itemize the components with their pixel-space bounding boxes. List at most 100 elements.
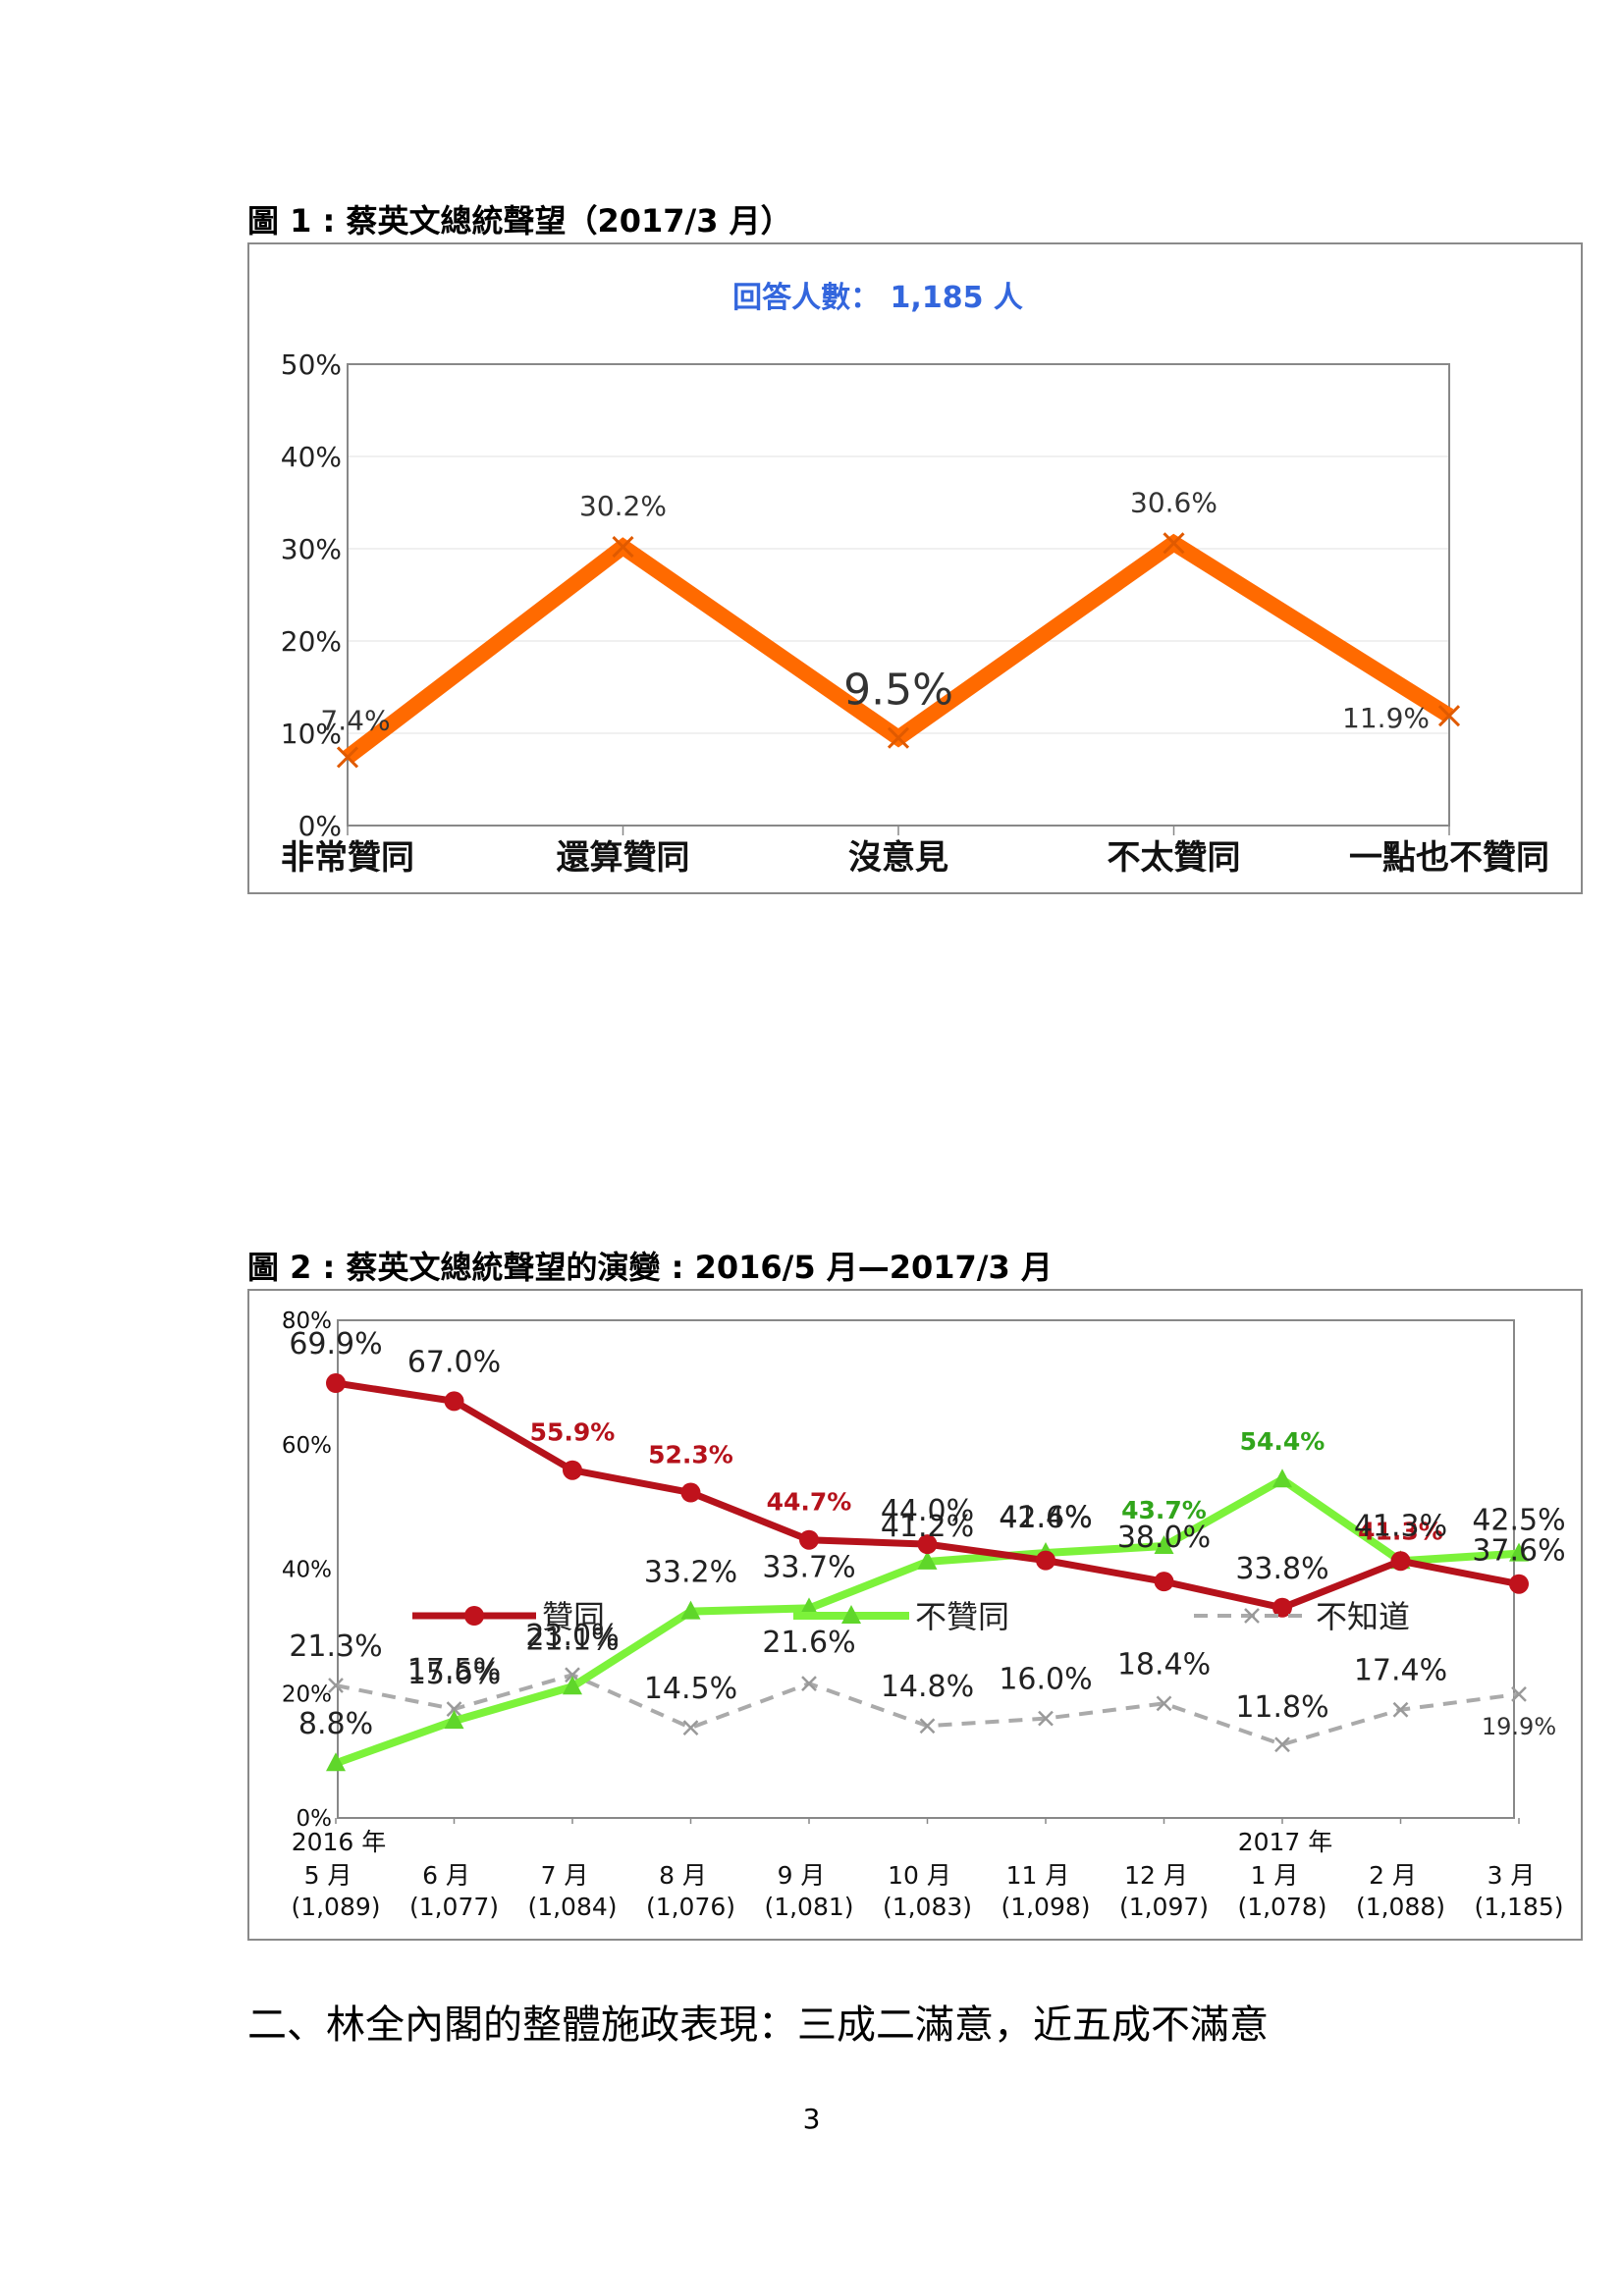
- chart2-data-label-dontknow: 21.6%: [762, 1626, 855, 1660]
- chart1-category-label: 沒意見: [848, 838, 948, 878]
- chart2-point-dontknow: [1274, 1736, 1290, 1753]
- chart2-point-dontknow: [446, 1701, 462, 1717]
- chart2-point-approve: [1036, 1550, 1055, 1571]
- chart2-sample-label: (1,081): [764, 1893, 853, 1921]
- chart2-point-approve: [563, 1460, 582, 1480]
- chart2-month-label: 3 月: [1488, 1861, 1536, 1890]
- chart2-data-label-dontknow: 17.4%: [1354, 1654, 1447, 1688]
- chart2-ytick-label: 40%: [282, 1558, 332, 1583]
- chart2-data-label-approve: 33.8%: [1235, 1552, 1328, 1586]
- chart2-point-dontknow: [1038, 1710, 1054, 1727]
- chart1-ytick-label: 50%: [281, 348, 342, 381]
- chart2-data-label-disapprove: 15.6%: [407, 1657, 501, 1691]
- chart1-point-marker: [1437, 705, 1461, 727]
- chart2-point-disapprove: [799, 1597, 819, 1617]
- chart2-data-label-dontknow: 23.0%: [525, 1619, 619, 1653]
- chart2-data-label-disapprove: 42.6%: [999, 1501, 1092, 1535]
- chart2-point-dontknow: [1392, 1701, 1409, 1718]
- chart2-legend-label-disapprove: 不贊同: [915, 1598, 1009, 1635]
- chart2-month-label: 11 月: [1006, 1861, 1070, 1890]
- chart2-point-dontknow: [801, 1676, 817, 1691]
- chart2-point-approve: [326, 1373, 346, 1394]
- chart2-point-approve: [680, 1482, 701, 1503]
- chart2-point-disapprove: [680, 1600, 701, 1620]
- chart2-data-label-disapprove: 8.8%: [298, 1707, 373, 1741]
- chart2-month-label: 10 月: [888, 1861, 951, 1890]
- chart2-month-label: 12 月: [1124, 1861, 1188, 1890]
- chart2-data-label-approve: 69.9%: [289, 1327, 382, 1362]
- chart2-data-label-dontknow: 14.5%: [644, 1672, 737, 1706]
- chart2-data-label-approve: 37.6%: [1472, 1534, 1565, 1569]
- chart2-month-label: 5 月: [304, 1861, 352, 1890]
- chart2-point-disapprove: [917, 1550, 938, 1570]
- chart2-data-label-dontknow: 18.4%: [1117, 1647, 1211, 1682]
- chart2-ytick-label: 20%: [282, 1682, 332, 1707]
- chart2-data-label-approve: 67.0%: [407, 1345, 501, 1379]
- chart2-data-label-disapprove: 42.5%: [1472, 1504, 1565, 1538]
- chart2-point-dontknow: [1511, 1686, 1527, 1702]
- chart2-point-disapprove: [326, 1752, 346, 1772]
- chart2-sample-label: (1,077): [409, 1893, 499, 1921]
- chart2-sample-label: (1,078): [1237, 1893, 1326, 1921]
- chart1-ytick-label: 40%: [281, 441, 342, 473]
- chart1-category-label: 還算贊同: [557, 838, 690, 878]
- chart2-data-label-approve: 41.4%: [999, 1501, 1092, 1535]
- figure1-caption: 圖 1 : 蔡英文總統聲望（2017/3 月）: [247, 202, 792, 240]
- chart2-legend-label-dontknow: 不知道: [1316, 1598, 1410, 1635]
- chart2-data-label-disapprove: 41.3%: [1354, 1509, 1447, 1543]
- chart2-sample-label: (1,097): [1119, 1893, 1209, 1921]
- chart2-data-label-dontknow: 14.8%: [881, 1670, 974, 1704]
- chart2-point-dontknow: [1156, 1695, 1172, 1712]
- chart2-sample-label: (1,084): [527, 1893, 617, 1921]
- chart2-data-label-disapprove: 43.7%: [1121, 1496, 1207, 1524]
- chart2-point-approve: [1272, 1597, 1292, 1618]
- chart1-data-label: 30.6%: [1130, 486, 1217, 518]
- figure1-chart: 回答人數： 1,185 人 0% 10% 20% 30% 40% 50% 非常贊同 還算贊同 沒意…: [281, 281, 1549, 878]
- chart2-plot-area: [337, 1319, 1515, 1819]
- chart2-month-label: 8 月: [659, 1861, 707, 1890]
- chart2-data-label-dontknow: 19.9%: [1482, 1713, 1556, 1740]
- chart2-month-label: 9 月: [778, 1861, 826, 1890]
- chart2-data-label-approve: 52.3%: [648, 1441, 733, 1469]
- chart2-point-dontknow: [682, 1720, 699, 1735]
- chart2-data-label-disapprove: 54.4%: [1240, 1427, 1325, 1456]
- chart2-data-label-approve: 55.9%: [530, 1418, 616, 1447]
- figure1-chart-frame: 回答人數： 1,185 人 0% 10% 20% 30% 40% 50% 非常贊同 還算贊同 沒意…: [247, 242, 1583, 894]
- chart2-ytick-label: 60%: [282, 1433, 332, 1459]
- chart2-sample-label: (1,185): [1474, 1893, 1563, 1921]
- chart2-point-approve: [1509, 1574, 1529, 1594]
- chart2-year-label: 2017 年: [1238, 1828, 1333, 1856]
- chart2-legend-marker-approve: [464, 1606, 484, 1626]
- chart2-legend-marker-disapprove: [841, 1605, 861, 1624]
- chart2-month-label: 7 月: [541, 1861, 589, 1890]
- chart2-data-label-approve: 38.0%: [1117, 1521, 1211, 1555]
- chart2-point-approve: [1390, 1551, 1411, 1572]
- chart1-series-line: [343, 533, 1454, 764]
- chart2-point-approve: [799, 1529, 819, 1550]
- chart1-data-label: 30.2%: [579, 490, 667, 522]
- chart2-point-disapprove: [444, 1710, 464, 1730]
- chart2-point-disapprove: [1509, 1542, 1529, 1562]
- chart2-month-label: 2 月: [1369, 1861, 1417, 1890]
- chart1-category-label: 不太贊同: [1108, 838, 1241, 878]
- chart2-point-disapprove: [1154, 1535, 1174, 1555]
- chart2-sample-label: (1,076): [646, 1893, 735, 1921]
- figure2-chart: 0% 20% 40% 60% 80% 2016 年 5 月 (1,089) 6 月 (1,077)…: [282, 1308, 1566, 1921]
- chart1-data-label: 9.5%: [843, 666, 953, 716]
- chart2-data-label-disapprove: 41.2%: [881, 1510, 974, 1544]
- chart2-data-label-disapprove: 33.2%: [644, 1556, 737, 1590]
- chart2-year-label: 2016 年: [292, 1828, 387, 1856]
- chart1-category-label: 非常贊同: [281, 838, 414, 878]
- chart2-month-label: 6 月: [422, 1861, 470, 1890]
- page-number: 3: [802, 2103, 821, 2135]
- chart2-data-label-dontknow: 21.3%: [289, 1629, 382, 1664]
- chart1-subtitle: 回答人數： 1,185 人: [732, 281, 1023, 315]
- chart2-sample-label: (1,089): [291, 1893, 380, 1921]
- chart2-point-dontknow: [328, 1678, 344, 1693]
- chart2-sample-label: (1,088): [1356, 1893, 1445, 1921]
- chart1-point-marker: [1163, 532, 1185, 555]
- figure2-chart-frame: 0% 20% 40% 60% 80% 2016 年 5 月 (1,089) 6 月 (1,077)…: [247, 1289, 1583, 1941]
- chart2-legend-label-approve: 贊同: [542, 1598, 605, 1635]
- chart1-plot-area: [347, 363, 1450, 827]
- chart2-ytick-label: 80%: [282, 1308, 332, 1334]
